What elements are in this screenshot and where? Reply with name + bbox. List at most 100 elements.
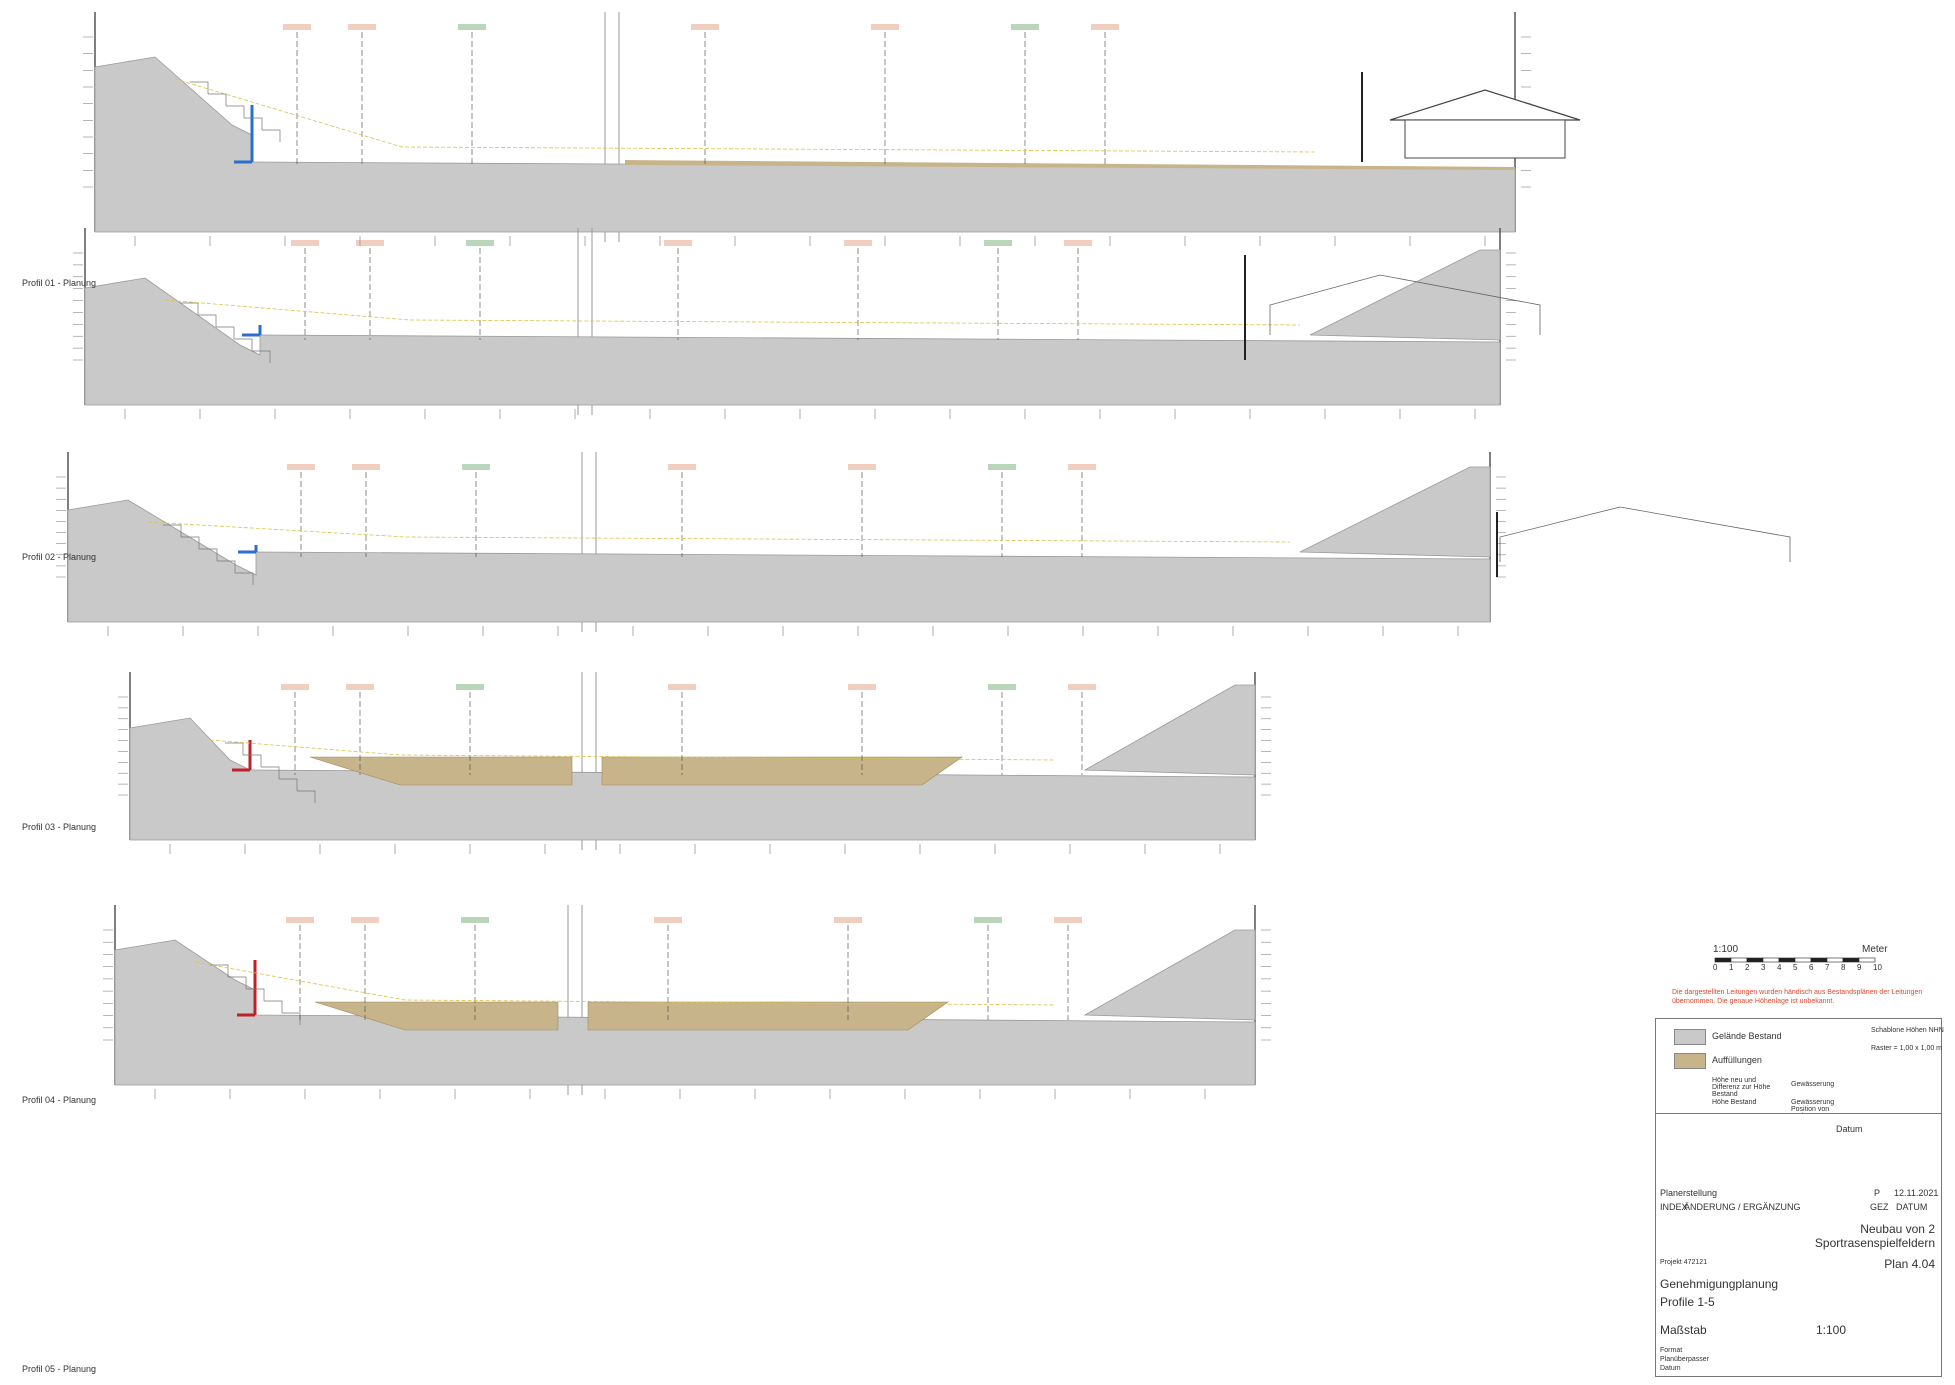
planned-height-line [174,78,1316,153]
terrace-step [228,976,247,989]
terrace-step [163,524,182,537]
annotation-mark [351,917,379,923]
plan-subtitle: Profile 1-5 [1660,1295,1715,1309]
scale-tick-label: 6 [1809,963,1814,972]
annotation-mark [291,240,319,246]
fill-area [587,1001,949,1031]
scale-value: 1:100 [1816,1323,1847,1337]
annotation-mark [458,24,486,30]
hill-terrain [1309,249,1501,341]
annotation-mark [871,24,899,30]
annotation-mark [984,240,1012,246]
annotation-mark [988,464,1016,470]
annotation-mark [668,684,696,690]
terrace-step [210,964,229,977]
planned-height-line [147,521,1291,543]
hill-terrain [1299,466,1491,558]
annotation-mark [1011,24,1039,30]
legend-swatch-fill [1674,1053,1706,1069]
title-block-change-label: ÄNDERUNG / ERGÄNZUNG [1684,1202,1801,1212]
fill-area [601,756,963,786]
terrace-step [208,93,227,106]
profile-4-label: Profil 04 - Planung [22,1095,97,1105]
scale-tick-label: 4 [1777,963,1782,972]
scale-bar-segment [1762,957,1780,963]
terrace-step [282,1012,301,1025]
scale-tick-label: 0 [1713,963,1718,972]
legend-existing-terrain: Gelände Bestand [1712,1031,1782,1041]
annotation-mark [287,464,315,470]
scale-tick-label: 3 [1761,963,1766,972]
title-block-row1-by: P [1874,1188,1881,1198]
building-outline [1499,506,1791,562]
scale-bar-segment [1746,957,1764,963]
scale-bar-segment [1730,957,1748,963]
scale-bar-segment [1826,957,1844,963]
annotation-mark [668,464,696,470]
format-label: Format [1660,1347,1683,1354]
title-block-datum-label: Datum [1836,1124,1863,1134]
scale-bar-segment [1858,957,1876,963]
annotation-mark [974,917,1002,923]
legend-dewatering: Gewässerung [1791,1081,1835,1088]
annotation-mark [352,464,380,470]
annotation-mark [462,464,490,470]
terrace-step [243,754,262,767]
annotation-mark [844,240,872,246]
annotation-mark [848,464,876,470]
terrace-step [261,766,280,779]
format-value: Planüberpasser [1660,1356,1710,1363]
scale-tick-label: 8 [1841,963,1846,972]
terrace-step [244,117,263,130]
terrace-step [264,1000,283,1013]
project-title-line-2: Sportrasenspielfeldern [1814,1236,1935,1250]
annotation-mark [1054,917,1082,923]
title-block: Datum Planerstellung P 12.11.2021 INDEX … [1655,1113,1942,1377]
planned-height-line [209,739,1056,761]
terrace-step [235,572,254,585]
scale-bar-title: 1:100 [1713,944,1739,955]
scale-bar-unit: Meter [1862,944,1888,955]
title-block-row1-date: 12.11.2021 [1894,1188,1939,1198]
fill-area [309,756,573,786]
fill-strip [625,160,1515,170]
annotation-mark [283,24,311,30]
terrace-step [181,536,200,549]
terrace-step [190,81,209,94]
scale-bar-segment [1810,957,1828,963]
annotation-mark [348,24,376,30]
scale-bar-segment [1778,957,1796,963]
legend: Gelände Bestand Auffüllungen Höhe neu un… [1655,1018,1944,1120]
legend-height-difference: Höhe neu und Differenz zur Höhe Bestand [1712,1077,1771,1098]
annotation-mark [281,684,309,690]
title-block-date-label: DATUM [1896,1202,1928,1212]
annotation-mark [834,917,862,923]
terrace-step [262,129,281,142]
profile-1-label: Profil 01 - Planung [22,278,97,288]
annotation-mark [286,917,314,923]
annotation-mark [988,684,1016,690]
scale-bar-segment [1714,957,1732,963]
terrace-step [297,790,316,803]
legend-fill: Auffüllungen [1712,1055,1762,1065]
terrace-step [198,314,217,327]
annotation-mark [654,917,682,923]
hill-terrain [1083,684,1256,776]
annotation-mark [1068,464,1096,470]
scale-tick-label: 9 [1857,963,1862,972]
scale-label: Maßstab [1660,1323,1707,1337]
scale-bar-segment [1794,957,1812,963]
annotation-mark [1091,24,1119,30]
project-title-line-1: Neubau von 2 [1860,1222,1935,1236]
terrace-step [217,560,236,573]
scale-tick-label: 5 [1793,963,1798,972]
annotation-mark [691,24,719,30]
fill-area [314,1001,559,1031]
profile-5-label: Profil 05 - Planung [22,1364,97,1374]
profile-3-label: Profil 03 - Planung [22,822,97,832]
terrace-step [226,105,245,118]
legend-existing-height: Höhe Bestand [1712,1099,1757,1106]
scale-tick-label: 2 [1745,963,1750,972]
